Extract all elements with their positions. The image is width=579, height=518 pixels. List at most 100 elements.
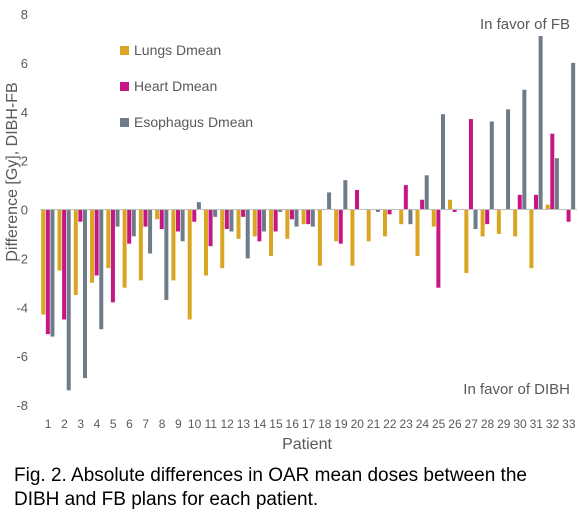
bar-esophagus-dmean-patient-18	[327, 192, 332, 210]
bar-esophagus-dmean-patient-7	[148, 209, 153, 254]
bar-esophagus-dmean-patient-25	[440, 114, 445, 210]
bar-esophagus-dmean-patient-19	[343, 180, 348, 210]
y-tick-label: 0	[21, 203, 28, 218]
bar-esophagus-dmean-patient-9	[180, 209, 185, 242]
bar-esophagus-dmean-patient-14	[261, 209, 266, 232]
x-tick-label: 12	[220, 417, 234, 431]
bar-lungs-dmean-patient-13	[236, 209, 241, 239]
bar-lungs-dmean-patient-8	[155, 209, 160, 220]
bar-heart-dmean-patient-14	[257, 209, 262, 242]
bar-esophagus-dmean-patient-3	[82, 209, 87, 379]
bar-heart-dmean-patient-16	[289, 209, 294, 220]
bar-esophagus-dmean-patient-29	[506, 109, 511, 210]
bar-heart-dmean-patient-25	[436, 209, 441, 288]
x-tick-label: 10	[188, 417, 202, 431]
x-tick-label: 22	[383, 417, 397, 431]
x-tick-label: 24	[416, 417, 430, 431]
x-tick-label: 27	[465, 417, 479, 431]
bar-lungs-dmean-patient-5	[106, 209, 111, 269]
legend-swatch	[120, 82, 129, 91]
bar-heart-dmean-patient-3	[78, 209, 83, 222]
y-axis-label: Difference [Gy], DIBH-FB	[4, 82, 21, 261]
bar-heart-dmean-patient-17	[306, 209, 311, 225]
bar-esophagus-dmean-patient-33	[571, 62, 576, 210]
bar-lungs-dmean-patient-17	[301, 209, 306, 225]
bar-heart-dmean-patient-2	[62, 209, 67, 320]
bar-lungs-dmean-patient-11	[203, 209, 208, 276]
x-tick-label: 8	[159, 417, 166, 431]
bar-heart-dmean-patient-33	[566, 209, 571, 222]
bar-lungs-dmean-patient-22	[382, 209, 387, 237]
bar-heart-dmean-patient-6	[127, 209, 132, 244]
y-tick-label: 8	[21, 7, 28, 22]
bar-lungs-dmean-patient-15	[269, 209, 274, 256]
x-tick-label: 23	[399, 417, 413, 431]
bar-lungs-dmean-patient-32	[545, 204, 550, 210]
x-tick-label: 20	[351, 417, 365, 431]
bar-lungs-dmean-patient-16	[285, 209, 290, 239]
legend-label: Lungs Dmean	[134, 42, 221, 58]
x-tick-label: 17	[302, 417, 316, 431]
bar-esophagus-dmean-patient-4	[99, 209, 104, 330]
x-tick-label: 7	[142, 417, 149, 431]
bar-heart-dmean-patient-12	[224, 209, 229, 230]
x-tick-label: 28	[481, 417, 495, 431]
x-tick-label: 30	[513, 417, 527, 431]
bar-heart-dmean-patient-32	[550, 133, 555, 210]
bar-esophagus-dmean-patient-32	[554, 158, 559, 210]
bar-lungs-dmean-patient-27	[464, 209, 469, 274]
x-tick-label: 1	[45, 417, 52, 431]
bars	[41, 35, 576, 391]
annotation-in-favor-of-fb: In favor of FB	[480, 16, 570, 33]
bar-lungs-dmean-patient-23	[399, 209, 404, 225]
bar-esophagus-dmean-patient-5	[115, 209, 120, 227]
bar-heart-dmean-patient-20	[355, 189, 360, 210]
bar-heart-dmean-patient-4	[94, 209, 99, 276]
legend-swatch	[120, 46, 129, 55]
x-tick-label: 11	[205, 417, 218, 431]
bar-heart-dmean-patient-31	[534, 194, 539, 210]
bar-heart-dmean-patient-26	[452, 209, 457, 212]
y-tick-label: -6	[16, 349, 28, 364]
bar-lungs-dmean-patient-12	[220, 209, 225, 269]
x-tick-label: 3	[77, 417, 84, 431]
y-axis-ticks: -8 -6 -4 -2 0 2 4 6 8	[16, 7, 28, 413]
legend-label: Heart Dmean	[134, 78, 217, 94]
y-tick-label: -4	[16, 300, 28, 315]
bar-lungs-dmean-patient-31	[529, 209, 534, 269]
x-tick-label: 6	[126, 417, 133, 431]
bar-lungs-dmean-patient-19	[334, 209, 339, 242]
x-tick-label: 14	[253, 417, 267, 431]
y-tick-label: 4	[21, 105, 28, 120]
x-tick-label: 32	[546, 417, 560, 431]
x-axis-ticks: 1 2 3 4 5 6 7 8 9 10 11 12 13 14 15 16 17 18 19 20 21 22 23 24 2…	[45, 417, 576, 431]
bar-heart-dmean-patient-7	[143, 209, 148, 227]
x-tick-label: 9	[175, 417, 182, 431]
x-tick-label: 26	[448, 417, 462, 431]
bar-lungs-dmean-patient-30	[513, 209, 518, 237]
x-tick-label: 16	[286, 417, 300, 431]
bar-lungs-dmean-patient-18	[317, 209, 322, 266]
legend-swatch	[120, 118, 129, 127]
bar-esophagus-dmean-patient-24	[424, 175, 429, 210]
legend: Lungs Dmean Heart Dmean Esophagus Dmean	[110, 36, 255, 136]
bar-esophagus-dmean-patient-13	[245, 209, 250, 259]
x-axis-label: Patient	[282, 436, 332, 453]
figure-caption: Fig. 2. Absolute differences in OAR mean…	[14, 465, 527, 510]
bar-esophagus-dmean-patient-8	[164, 209, 169, 300]
y-tick-label: 6	[21, 56, 28, 71]
bar-heart-dmean-patient-23	[403, 185, 408, 210]
bar-heart-dmean-patient-30	[517, 194, 522, 210]
x-tick-label: 4	[94, 417, 101, 431]
y-tick-label: 2	[21, 154, 28, 169]
legend-label: Esophagus Dmean	[134, 114, 253, 130]
legend-background	[110, 36, 255, 136]
bar-heart-dmean-patient-10	[192, 209, 197, 222]
bar-esophagus-dmean-patient-12	[229, 209, 234, 232]
bar-lungs-dmean-patient-9	[171, 209, 176, 281]
bar-heart-dmean-patient-28	[485, 209, 490, 225]
x-tick-label: 5	[110, 417, 117, 431]
bar-lungs-dmean-patient-1	[41, 209, 46, 315]
bar-lungs-dmean-patient-6	[122, 209, 127, 288]
